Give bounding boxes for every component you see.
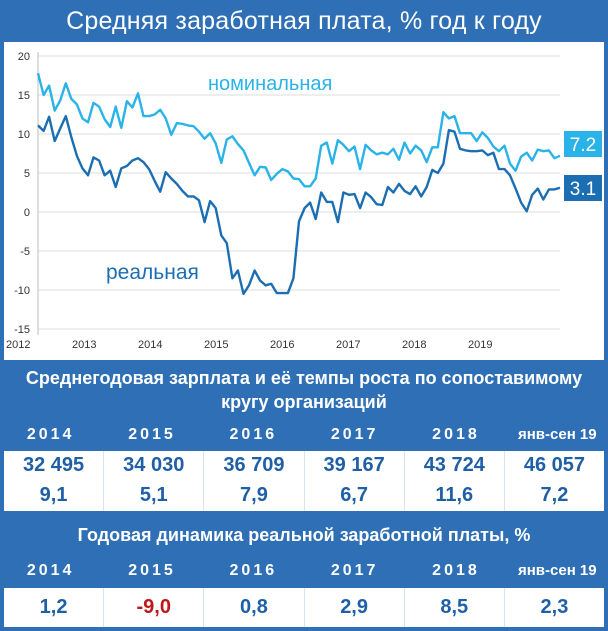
table1-year: 2016 (229, 426, 278, 443)
table1-growth-cell: 7,9 (204, 480, 305, 511)
x-tick-label: 2019 (468, 339, 492, 351)
table1-year: 2014 (26, 426, 75, 443)
table1-growth-cell: 11,6 (405, 480, 505, 511)
table2-year: 2016 (229, 562, 278, 579)
y-tick-label: 15 (18, 90, 30, 102)
series-line-nominal (36, 72, 561, 188)
table2-title: Годовая динамика реальной заработной пла… (77, 525, 531, 545)
y-tick-label: -5 (20, 246, 30, 258)
y-tick-label: -10 (14, 285, 30, 297)
x-tick-label: 2017 (336, 339, 360, 351)
y-tick-label: 5 (24, 168, 30, 180)
end-value-real-box (564, 175, 602, 201)
x-tick-label: 2016 (270, 339, 294, 351)
table2-year: 2017 (330, 562, 379, 579)
table2-value-cell: -9,0 (104, 588, 205, 627)
table1-wage-row: 32 495 34 030 36 709 39 167 43 724 46 05… (4, 451, 604, 480)
line-chart: 20 15 10 5 0 -5 -10 -15 2012 2013 2014 2015 2016 2017… (4, 42, 604, 360)
table1-wage-cell: 39 167 (305, 451, 405, 480)
table2-year: 2015 (128, 562, 176, 579)
y-tick-label: 20 (18, 51, 30, 63)
series-line-real (37, 114, 561, 296)
end-value-nominal: 7.2 (570, 135, 596, 156)
series-label-nominal: номинальная (208, 73, 332, 95)
table2-year: 2018 (432, 562, 480, 579)
end-value-nominal-box (564, 131, 602, 157)
table1-wage-cell: 34 030 (104, 451, 205, 480)
table1-wage-cell: 46 057 (523, 454, 586, 476)
series-label-real: реальная (106, 261, 199, 284)
y-tick-label: 10 (18, 129, 30, 141)
table1-year-row: 2014 2015 2016 2017 2018 янв-сен 19 (0, 420, 608, 450)
table2-value-cell: 2,3 (540, 596, 569, 618)
table1-growth-cell: 5,1 (104, 480, 205, 511)
table1-wage-cell: 32 495 (4, 451, 105, 480)
table2-value-cell: 2,9 (305, 588, 405, 627)
table1-growth-cell: 6,7 (305, 480, 405, 511)
page-title: Средняя заработная плата, % год к году (66, 7, 542, 35)
table1-growth-cell: 7,2 (540, 484, 569, 506)
table2-year-row: 2014 2015 2016 2017 2018 янв-сен 19 (0, 556, 608, 586)
table1-wage-cell: 36 709 (204, 451, 305, 480)
table2-year: 2014 (26, 562, 75, 579)
y-tick-label: 0 (24, 207, 30, 219)
table2-value-row: 1,2 -9,0 0,8 2,9 8,5 2,3 (4, 588, 604, 627)
table2-year: янв-сен 19 (517, 562, 597, 579)
y-tick-label: -15 (14, 324, 30, 336)
table1-growth-row: 9,1 5,1 7,9 6,7 11,6 7,2 (4, 480, 604, 511)
table1-year: 2015 (128, 426, 176, 443)
end-value-real: 3.1 (570, 179, 596, 200)
table1-year: 2017 (330, 426, 379, 443)
x-tick-label: 2015 (204, 339, 228, 351)
table2-value-cell: 1,2 (4, 588, 105, 627)
table1-title: Среднегодовая зарплата и её темпы роста … (25, 368, 583, 412)
x-tick-label: 2013 (72, 339, 96, 351)
table1-year: 2018 (432, 426, 480, 443)
table1-wage-cell: 43 724 (405, 451, 505, 480)
table1-year: янв-сен 19 (517, 426, 597, 443)
table2-value-cell: 8,5 (405, 588, 505, 627)
table1-growth-cell: 9,1 (4, 480, 105, 511)
x-tick-label: 2018 (402, 339, 426, 351)
x-tick-label: 2012 (6, 339, 30, 351)
x-tick-label: 2014 (138, 339, 162, 351)
table2-value-cell: 0,8 (204, 588, 305, 627)
